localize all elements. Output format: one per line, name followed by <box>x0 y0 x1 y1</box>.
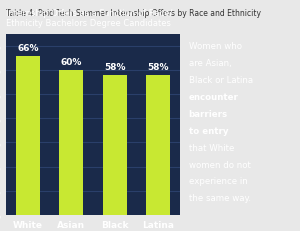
Text: that White: that White <box>189 143 234 152</box>
Bar <box>16 56 40 215</box>
Text: barriers: barriers <box>189 109 228 118</box>
Text: 60%: 60% <box>61 58 82 67</box>
Text: 58%: 58% <box>148 63 169 72</box>
Text: 58%: 58% <box>104 63 125 72</box>
Text: are Asian,: are Asian, <box>189 59 232 68</box>
Text: experience in: experience in <box>189 177 247 186</box>
Text: encounter: encounter <box>189 92 238 101</box>
Text: Women who: Women who <box>189 42 242 51</box>
Text: Table 4: Paid Tech Summer Internship Offers by Race and Ethnicity: Table 4: Paid Tech Summer Internship Off… <box>6 9 261 18</box>
Text: Black or Latina: Black or Latina <box>189 76 253 85</box>
Text: 66%: 66% <box>17 44 38 53</box>
Bar <box>103 76 127 215</box>
Text: the same way.: the same way. <box>189 194 251 203</box>
Text: to entry: to entry <box>189 126 228 135</box>
Text: Internship Offers as a Function of Race/
Ethnicity Bachelors Degree Candidates: Internship Offers as a Function of Race/… <box>6 9 172 28</box>
Bar <box>59 71 83 215</box>
Bar <box>146 76 170 215</box>
Text: women do not: women do not <box>189 160 250 169</box>
